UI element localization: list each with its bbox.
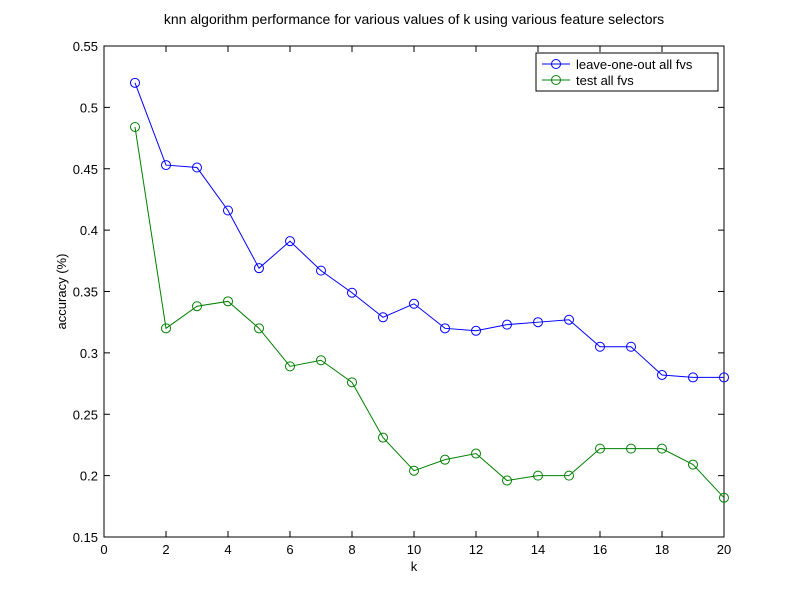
- series-line: [134, 126, 725, 499]
- legend-item: leave-one-out all fvs: [542, 57, 693, 72]
- data-point: [347, 377, 357, 388]
- plot-frame: [103, 45, 725, 538]
- chart-title: knn algorithm performance for various va…: [164, 11, 664, 27]
- data-point: [657, 369, 667, 380]
- series-line: [134, 82, 724, 378]
- data-point: [378, 312, 388, 323]
- data-point: [192, 301, 202, 312]
- data-point: [161, 323, 171, 334]
- data-point: [254, 323, 264, 334]
- data-point: [688, 459, 698, 470]
- data-point: [564, 470, 574, 481]
- data-point: [533, 470, 543, 481]
- legend-label: test all fvs: [576, 73, 634, 88]
- y-tick-label: 0.55: [73, 39, 98, 54]
- legend-box: [535, 52, 719, 92]
- data-point: [130, 122, 140, 133]
- data-point: [564, 314, 574, 325]
- data-point: [130, 77, 140, 88]
- legend-marker: [551, 59, 561, 69]
- data-point: [471, 448, 481, 459]
- data-point: [626, 443, 636, 454]
- x-axis-label: k: [411, 559, 418, 574]
- legend-label: leave-one-out all fvs: [576, 57, 693, 72]
- x-tick-label: 0: [100, 542, 107, 557]
- y-tick-label: 0.2: [80, 469, 98, 484]
- series-layer: [130, 77, 729, 503]
- data-point: [440, 323, 450, 334]
- data-point: [223, 296, 233, 307]
- y-tick-label: 0.4: [80, 223, 98, 238]
- y-tick-label: 0.35: [73, 285, 98, 300]
- data-point: [502, 319, 512, 330]
- y-tick-label: 0.3: [80, 346, 98, 361]
- data-point: [316, 265, 326, 276]
- x-tick-label: 8: [348, 542, 355, 557]
- data-point: [719, 372, 729, 383]
- data-point: [533, 317, 543, 328]
- y-tick-label: 0.15: [73, 530, 98, 545]
- x-tick-label: 16: [593, 542, 607, 557]
- x-tick-label: 2: [162, 542, 169, 557]
- data-point: [378, 432, 388, 443]
- y-tick-label: 0.25: [73, 407, 98, 422]
- data-point: [688, 372, 698, 383]
- x-tick-label: 14: [531, 542, 545, 557]
- data-point: [285, 236, 295, 247]
- x-tick-label: 4: [224, 542, 231, 557]
- data-point: [254, 263, 264, 274]
- data-point: [223, 205, 233, 216]
- legend-item: test all fvs: [542, 73, 634, 88]
- y-tick-label: 0.45: [73, 162, 98, 177]
- data-point: [595, 443, 605, 454]
- x-tick-label: 6: [286, 542, 293, 557]
- data-point: [409, 465, 419, 476]
- data-point: [657, 443, 667, 454]
- series-2: [130, 122, 729, 503]
- x-tick-label: 10: [407, 542, 421, 557]
- data-point: [161, 160, 171, 171]
- data-point: [626, 341, 636, 352]
- data-point: [347, 287, 357, 298]
- x-tick-label: 18: [655, 542, 669, 557]
- y-axis-label: accuracy (%): [54, 254, 69, 330]
- data-point: [316, 355, 326, 366]
- data-point: [409, 298, 419, 309]
- data-point: [502, 475, 512, 486]
- data-point: [440, 454, 450, 465]
- data-point: [192, 162, 202, 173]
- x-tick-label: 12: [469, 542, 483, 557]
- legend-marker: [551, 75, 561, 85]
- y-tick-label: 0.5: [80, 100, 98, 115]
- data-point: [719, 492, 729, 503]
- data-point: [285, 361, 295, 372]
- axis-ticks: 0 2 4 6 8 10 12 14 16 18 20 0.15 0.2 0.25 0.3 0.35 0.4 0.…: [73, 39, 732, 557]
- data-point: [471, 325, 481, 336]
- series-1: [130, 77, 729, 383]
- x-tick-label: 20: [717, 542, 731, 557]
- data-point: [595, 341, 605, 352]
